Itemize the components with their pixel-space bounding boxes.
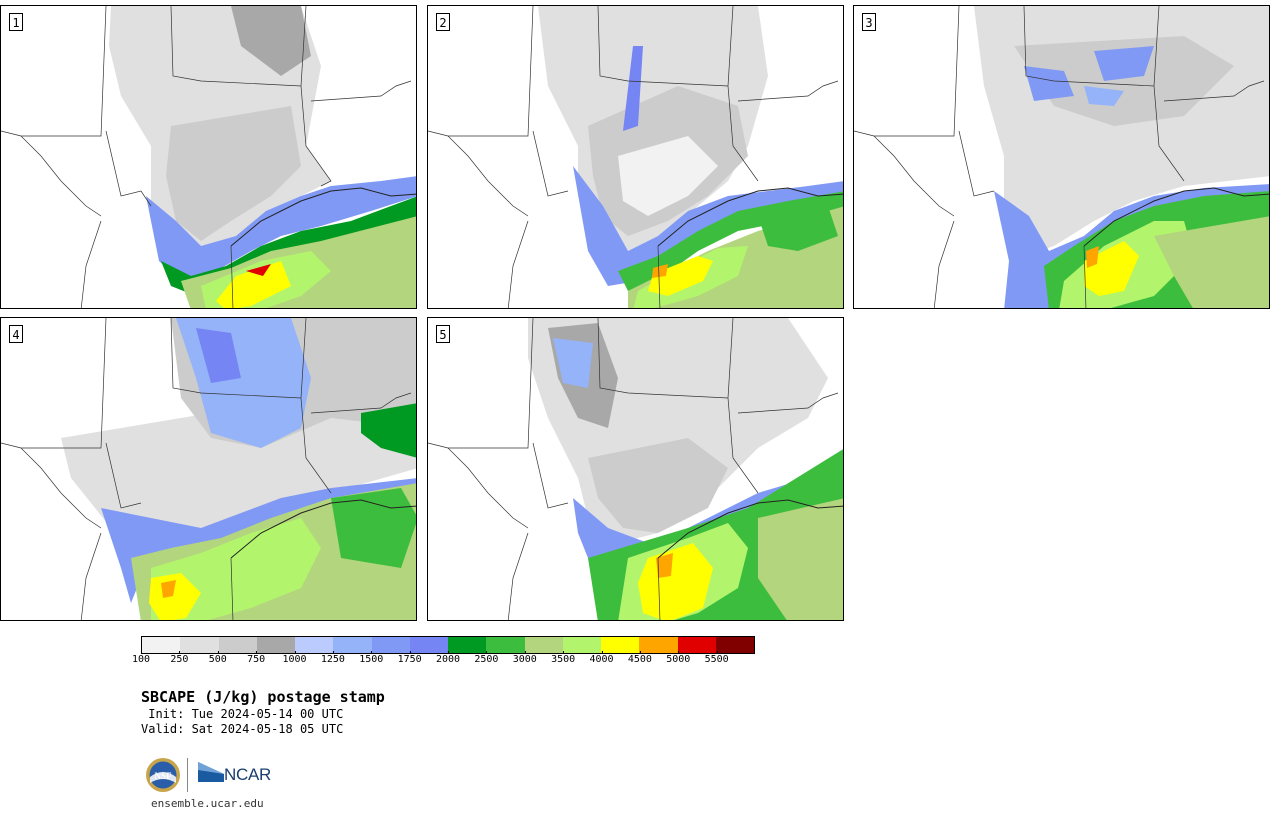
colorbar-swatch (142, 637, 181, 653)
logo-divider (187, 758, 188, 792)
member-label: 3 (862, 13, 876, 31)
sbcape-map-5 (428, 318, 843, 620)
member-label: 2 (436, 13, 450, 31)
colorbar-swatch (333, 637, 372, 653)
colorbar-swatch (639, 637, 678, 653)
nsf-logo-icon: NSF (146, 758, 180, 792)
colorbar-tick-label: 3500 (551, 651, 576, 665)
colorbar-tick-label: 3000 (512, 651, 537, 665)
colorbar-tick-label: 250 (170, 651, 189, 665)
colorbar-tick-label: 4500 (627, 651, 652, 665)
member-panel-5: 5 (427, 317, 844, 621)
footer-url: ensemble.ucar.edu (151, 797, 264, 810)
colorbar-tick-label: 1500 (359, 651, 384, 665)
colorbar-swatch (524, 637, 563, 653)
colorbar-tick-label: 4000 (589, 651, 614, 665)
colorbar-tick-label: 5000 (666, 651, 691, 665)
member-panel-4: 4 (0, 317, 417, 621)
member-label: 5 (436, 325, 450, 343)
colorbar-swatch (562, 637, 601, 653)
colorbar-tick-label: 750 (247, 651, 266, 665)
colorbar-tick-label: 5500 (704, 651, 729, 665)
valid-time: Valid: Sat 2024-05-18 05 UTC (141, 722, 344, 736)
colorbar-tick-label: 2500 (474, 651, 499, 665)
member-label: 1 (9, 13, 23, 31)
colorbar-tick-label: 100 (131, 651, 151, 665)
colorbar-tick-label: 1000 (282, 651, 307, 665)
sbcape-map-2 (428, 6, 843, 308)
colorbar-swatch (601, 637, 640, 653)
colorbar-swatch (715, 637, 754, 653)
colorbar-swatch (677, 637, 716, 653)
colorbar-swatch (448, 637, 487, 653)
colorbar-ticks: 100 250 500 750 1000 1250 1500 1750 2000 2500 3000… (132, 651, 755, 674)
colorbar-swatch (218, 637, 257, 653)
colorbar-swatch (180, 637, 219, 653)
colorbar-tick-label: 500 (208, 651, 227, 665)
member-panel-1: 1 (0, 5, 417, 309)
colorbar-swatch (295, 637, 334, 653)
ncar-mark-icon (198, 762, 224, 782)
colorbar-swatch (256, 637, 295, 653)
sbcape-map-4 (1, 318, 416, 620)
colorbar-swatch (409, 637, 448, 653)
colorbar-tick-label: 2000 (435, 651, 461, 665)
nsf-logo-text: NSF (154, 771, 172, 781)
colorbar-tick-label: 1750 (397, 651, 422, 665)
member-panel-3: 3 (853, 5, 1270, 309)
sbcape-map-1 (1, 6, 416, 308)
member-panel-2: 2 (427, 5, 844, 309)
member-label: 4 (9, 325, 23, 343)
init-time: Init: Tue 2024-05-14 00 UTC (141, 707, 344, 721)
ncar-logo-text: NCAR (224, 765, 271, 784)
colorbar (141, 636, 755, 654)
chart-title: SBCAPE (J/kg) postage stamp (141, 688, 385, 706)
colorbar-swatch (486, 637, 525, 653)
sbcape-map-3 (854, 6, 1269, 308)
colorbar-tick-label: 1250 (320, 651, 345, 665)
colorbar-swatch (371, 637, 410, 653)
